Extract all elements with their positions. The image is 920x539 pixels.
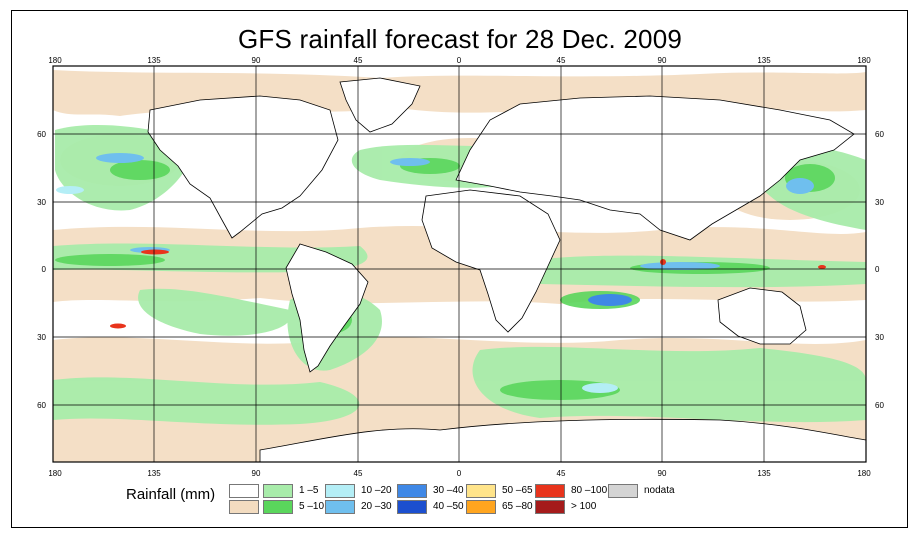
lat-tick-left: 60: [37, 130, 46, 139]
lat-tick-left: 0: [42, 265, 47, 274]
legend-label: 30 –40: [433, 485, 464, 496]
lon-tick-bottom: 45: [354, 469, 363, 478]
legend-swatch: [608, 484, 638, 498]
map-border: [52, 65, 867, 463]
legend-swatch: [535, 500, 565, 514]
lat-tick-right: 60: [875, 130, 884, 139]
gridlines: [53, 66, 866, 462]
lat-tick-right: 30: [875, 198, 884, 207]
legend-swatch: [535, 484, 565, 498]
legend-label: 40 –50: [433, 501, 464, 512]
lon-tick-bottom: 90: [252, 469, 261, 478]
lat-tick-left: 30: [37, 198, 46, 207]
figure-frame: [11, 10, 908, 528]
legend-swatch: [229, 500, 259, 514]
legend-swatch: [325, 500, 355, 514]
legend-label: 65 –80: [502, 501, 533, 512]
legend-swatch: [263, 500, 293, 514]
lon-ticks-bottom: 180 135 90 45 0 45 90 135 180: [48, 469, 871, 478]
lon-ticks-top: 180 135 90 45 0 45 90 135 180: [48, 56, 871, 65]
legend-label: nodata: [644, 485, 675, 496]
legend-swatch: [397, 484, 427, 498]
lat-tick-right: 30: [875, 333, 884, 342]
lat-ticks-right: 60 30 0 30 60: [875, 130, 884, 410]
lon-tick-top: 0: [457, 56, 462, 65]
lon-tick-top: 180: [48, 56, 62, 65]
lon-tick-top: 180: [857, 56, 871, 65]
lon-tick-top: 135: [147, 56, 161, 65]
legend-label: 5 –10: [299, 501, 325, 512]
lon-tick-bottom: 0: [457, 469, 462, 478]
lon-tick-bottom: 180: [48, 469, 62, 478]
lat-tick-right: 60: [875, 401, 884, 410]
legend-swatch: [263, 484, 293, 498]
lat-tick-left: 60: [37, 401, 46, 410]
legend-swatch: [397, 500, 427, 514]
legend-label: 20 –30: [361, 501, 392, 512]
lat-tick-right: 0: [875, 265, 880, 274]
legend-label: 1 –5: [299, 485, 319, 496]
legend-swatch: [466, 500, 496, 514]
legend-label: > 100: [571, 501, 597, 512]
lon-tick-top: 135: [757, 56, 771, 65]
lon-tick-top: 90: [252, 56, 261, 65]
legend-swatch: [229, 484, 259, 498]
legend-title: Rainfall (mm): [126, 486, 216, 503]
lon-tick-bottom: 45: [557, 469, 566, 478]
legend-swatch: [466, 484, 496, 498]
legend-label: 10 –20: [361, 485, 392, 496]
map-title: GFS rainfall forecast for 28 Dec. 2009: [237, 24, 683, 54]
lon-tick-bottom: 135: [147, 469, 161, 478]
legend-label: 80 –100: [571, 485, 608, 496]
lon-tick-bottom: 135: [757, 469, 771, 478]
lon-tick-top: 45: [557, 56, 566, 65]
lon-tick-bottom: 180: [857, 469, 871, 478]
lon-tick-top: 90: [658, 56, 667, 65]
legend-label: 50 –65: [502, 485, 533, 496]
continent-outlines: [147, 77, 867, 463]
legend-swatch: [325, 484, 355, 498]
lon-tick-bottom: 90: [658, 469, 667, 478]
lat-tick-left: 30: [37, 333, 46, 342]
lat-ticks-left: 60 30 0 30 60: [37, 130, 46, 410]
lon-tick-top: 45: [354, 56, 363, 65]
